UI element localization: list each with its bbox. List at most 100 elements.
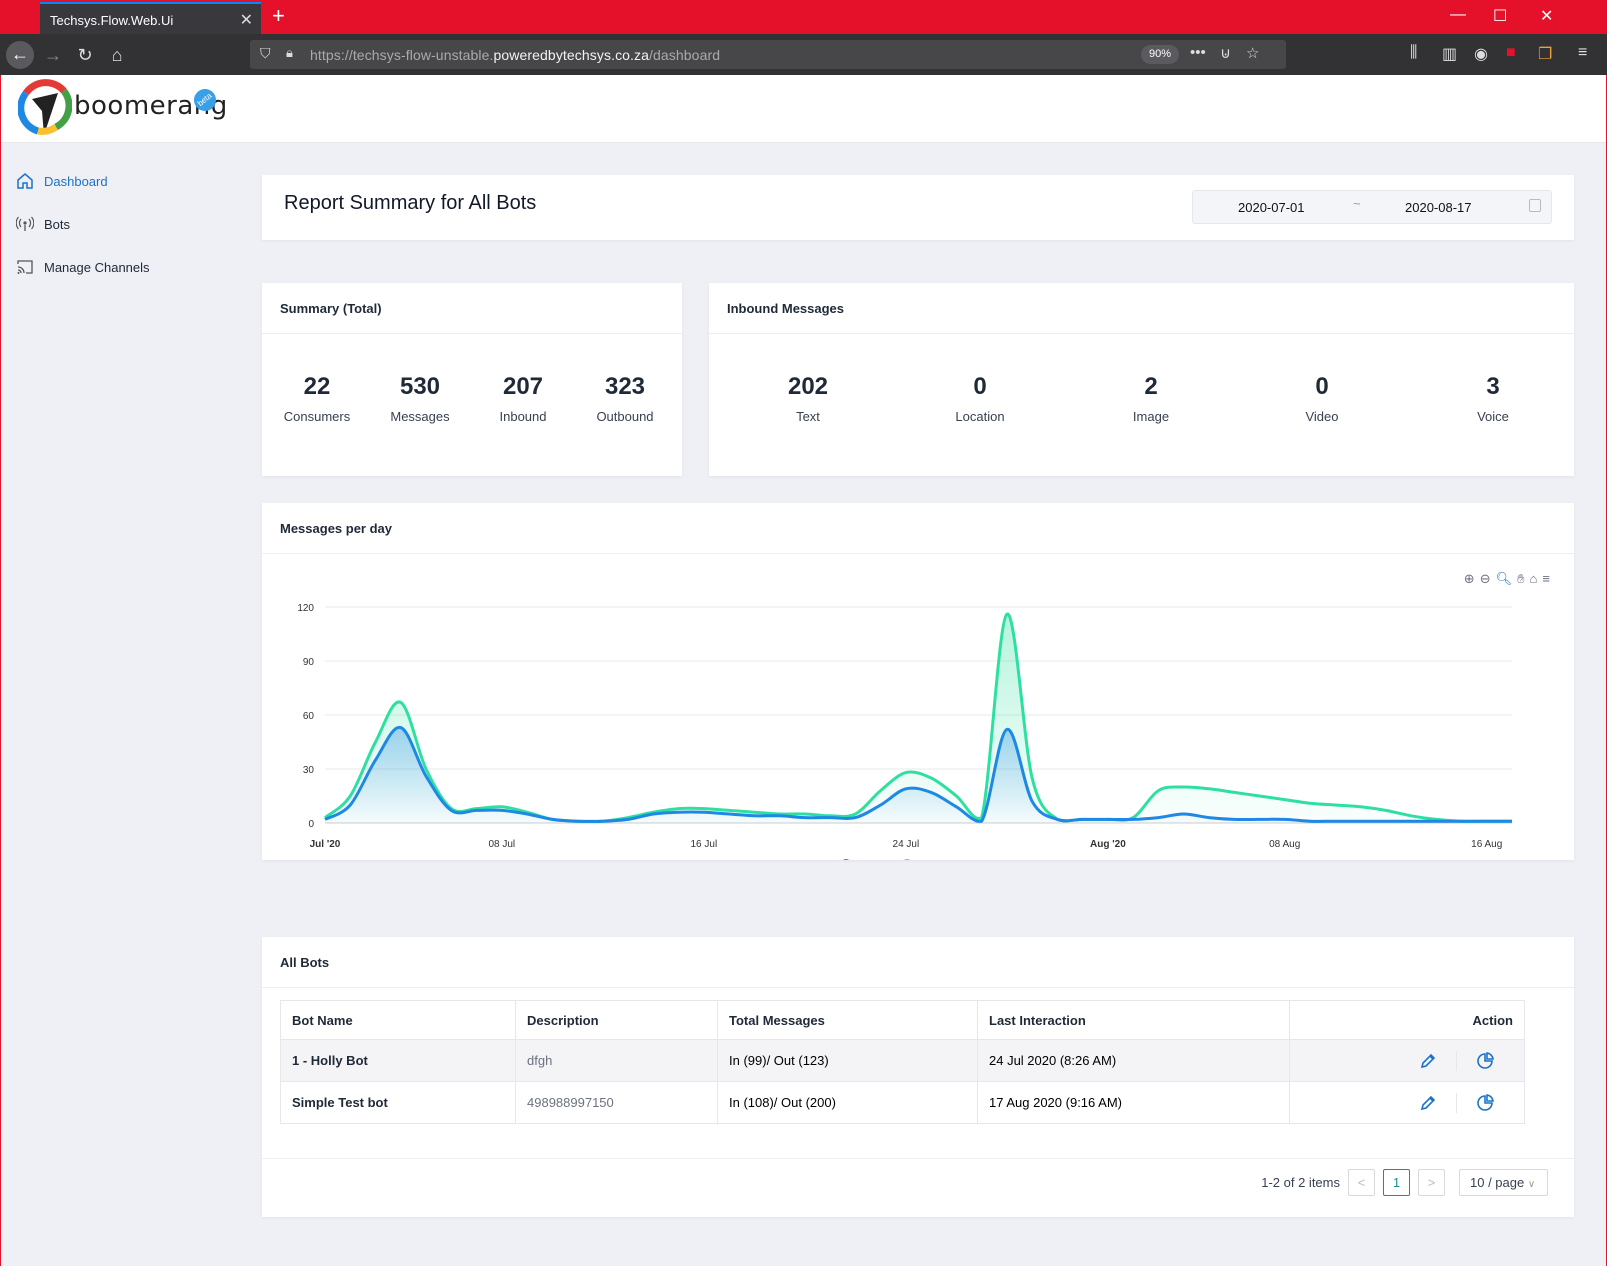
edit-pencil-icon[interactable]	[1418, 1093, 1438, 1113]
prev-page-button[interactable]: <	[1348, 1169, 1375, 1196]
column-header[interactable]: Last Interaction	[977, 1000, 1290, 1040]
url-bar[interactable]: ⛉ 🔒︎ https://techsys-flow-unstable.power…	[250, 40, 1286, 69]
reload-icon[interactable]: ↻	[77, 45, 93, 65]
window-border-left	[0, 75, 1, 1266]
bot-name[interactable]: Simple Test bot	[280, 1081, 516, 1124]
bot-total-messages: In (108)/ Out (200)	[717, 1081, 978, 1124]
date-range-picker[interactable]: 2020-07-01 ~ 2020-08-17	[1192, 190, 1552, 224]
start-date-input[interactable]: 2020-07-01	[1238, 200, 1305, 215]
stat-value: 2	[1144, 373, 1158, 400]
app-header: boomerang beta	[0, 75, 1607, 143]
zoom-out-icon[interactable]: ⊖	[1479, 571, 1491, 586]
maximize-icon[interactable]: ☐	[1493, 8, 1508, 25]
bot-last-interaction: 24 Jul 2020 (8:26 AM)	[977, 1039, 1290, 1082]
messages-per-day-card: Messages per day ⊕ ⊖ 🔍︎ ✋︎ ⌂ ≡ Jul '20 08…	[262, 503, 1574, 860]
browser-tab-bar: Techsys.Flow.Web.Ui ✕ + — ☐ ✕	[0, 0, 1607, 34]
column-header[interactable]: Total Messages	[717, 1000, 978, 1040]
menu-icon[interactable]: ≡	[1578, 44, 1588, 61]
sidebar-toggle-icon[interactable]: ▥	[1442, 46, 1458, 63]
minimize-icon[interactable]: —	[1450, 6, 1466, 23]
home-icon	[17, 173, 33, 189]
account-icon[interactable]: ◉	[1474, 46, 1488, 63]
pocket-icon[interactable]: ⊍	[1220, 45, 1231, 62]
table-row[interactable]: Simple Test bot 498988997150 In (108)/ O…	[280, 1081, 1525, 1124]
cast-icon	[17, 260, 33, 274]
sidebar-item-bots[interactable]: Bots	[16, 212, 70, 236]
sidebar-item-dashboard[interactable]: Dashboard	[16, 169, 108, 193]
chart-menu-icon[interactable]: ≡	[1542, 571, 1550, 586]
summary-card: Summary (Total) 22 Consumers 530 Message…	[262, 283, 682, 476]
series-line-inbound	[324, 726, 1512, 823]
bot-description: dfgh	[515, 1039, 718, 1082]
stat-label: Location	[955, 409, 1005, 424]
all-bots-card: All Bots Bot Name Description Total Mess…	[262, 937, 1574, 1217]
pan-icon[interactable]: ✋︎	[1517, 571, 1525, 586]
browser-nav-bar: ← → ↻ ⌂ ⛉ 🔒︎ https://techsys-flow-unstab…	[0, 34, 1607, 75]
y-tick-label: 90	[303, 657, 315, 668]
table-row[interactable]: 1 - Holly Bot dfgh In (99)/ Out (123) 24…	[280, 1039, 1525, 1082]
table-header-row: Bot Name Description Total Messages Last…	[280, 1000, 1525, 1040]
column-header[interactable]: Description	[515, 1000, 718, 1040]
forward-icon[interactable]: →	[44, 45, 62, 65]
stat-value: 0	[973, 373, 987, 400]
lock-icon[interactable]: 🔒︎	[286, 45, 293, 60]
bot-name[interactable]: 1 - Holly Bot	[280, 1039, 516, 1082]
url-text[interactable]: https://techsys-flow-unstable.poweredbyt…	[310, 47, 721, 63]
antenna-icon	[16, 216, 34, 231]
stat-label: Text	[796, 409, 820, 424]
home-icon[interactable]: ⌂	[111, 45, 123, 65]
sidebar-item-manage-channels[interactable]: Manage Channels	[16, 255, 150, 279]
x-tick-label: Aug '20	[1090, 839, 1126, 850]
page-title: Report Summary for All Bots	[284, 192, 537, 214]
chart-toolbar: ⊕ ⊖ 🔍︎ ✋︎ ⌂ ≡	[1464, 571, 1550, 587]
card-title: Inbound Messages	[727, 301, 845, 316]
stat-value: 3	[1486, 373, 1500, 400]
library-icon[interactable]: ⫼	[1410, 44, 1418, 61]
stat-video: 0 Video	[1272, 373, 1372, 424]
bookmark-star-icon[interactable]: ☆	[1246, 45, 1260, 62]
zoom-select-icon[interactable]: 🔍︎	[1495, 571, 1513, 586]
card-title: Messages per day	[280, 521, 393, 536]
new-tab-icon[interactable]: +	[272, 3, 285, 28]
series-area-inbound	[325, 727, 1512, 823]
stat-messages: 530 Messages	[377, 373, 463, 424]
sidebar-item-label: Dashboard	[44, 173, 108, 189]
extension-2-icon[interactable]: ❐	[1538, 46, 1553, 63]
column-header[interactable]: Bot Name	[280, 1000, 516, 1040]
x-tick-label: 08 Aug	[1269, 839, 1300, 850]
logo[interactable]: boomerang beta	[17, 79, 228, 139]
zoom-badge[interactable]: 90%	[1141, 45, 1179, 64]
divider	[262, 987, 1574, 988]
tab-close-icon[interactable]: ✕	[239, 12, 253, 29]
pie-chart-icon[interactable]	[1475, 1051, 1495, 1071]
more-icon[interactable]: •••	[1190, 44, 1206, 61]
shield-icon[interactable]: ⛉	[260, 45, 271, 61]
zoom-in-icon[interactable]: ⊕	[1463, 571, 1475, 586]
next-page-button[interactable]: >	[1418, 1169, 1445, 1196]
stat-label: Outbound	[596, 409, 654, 424]
x-tick-label: 16 Jul	[690, 839, 717, 850]
extension-icon[interactable]: ■	[1506, 44, 1516, 61]
reset-zoom-icon[interactable]: ⌂	[1529, 571, 1538, 586]
window-close-icon[interactable]: ✕	[1540, 8, 1554, 25]
tab-title: Techsys.Flow.Web.Ui	[50, 13, 174, 28]
y-tick-label: 0	[308, 819, 314, 830]
boomerang-logo-icon	[17, 79, 73, 135]
page-size-select[interactable]: 10 / page ∨	[1459, 1169, 1548, 1196]
pie-chart-icon[interactable]	[1475, 1093, 1495, 1113]
bot-total-messages: In (99)/ Out (123)	[717, 1039, 978, 1082]
row-actions	[1289, 1039, 1525, 1082]
y-tick-label: 60	[303, 711, 315, 722]
bot-description: 498988997150	[515, 1081, 718, 1124]
back-icon[interactable]: ←	[6, 41, 34, 69]
date-separator: ~	[1353, 196, 1361, 211]
page-1-button[interactable]: 1	[1383, 1169, 1410, 1196]
end-date-input[interactable]: 2020-08-17	[1405, 200, 1472, 215]
card-title: Summary (Total)	[280, 301, 382, 316]
stat-value: 202	[787, 373, 829, 400]
edit-pencil-icon[interactable]	[1418, 1051, 1438, 1071]
chevron-down-icon: ∨	[1527, 1179, 1536, 1190]
calendar-icon[interactable]	[1529, 199, 1541, 212]
stat-location: 0 Location	[930, 373, 1030, 424]
browser-tab[interactable]: Techsys.Flow.Web.Ui ✕	[40, 2, 261, 34]
